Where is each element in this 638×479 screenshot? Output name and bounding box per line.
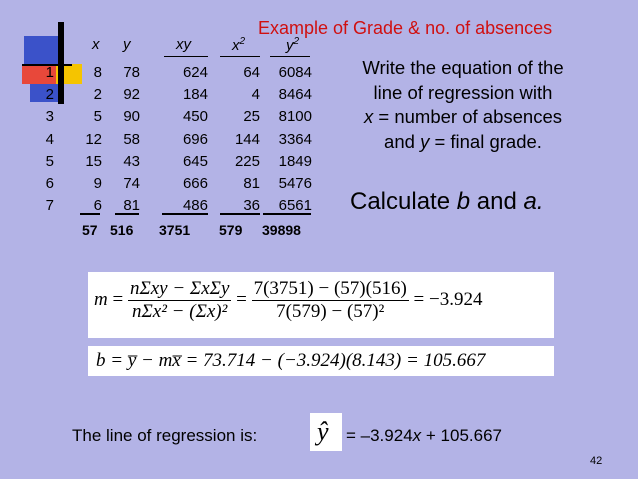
cell-x: 5 <box>93 108 102 126</box>
cell-x: 6 <box>93 197 102 215</box>
cell-y: 58 <box>123 130 140 148</box>
cell-x: 12 <box>85 130 102 148</box>
header-xy: xy <box>176 36 191 53</box>
cell-xy: 450 <box>182 108 208 126</box>
deco-square-blue <box>24 36 60 66</box>
header-x: x <box>92 36 100 53</box>
cell-x: 9 <box>93 175 102 193</box>
cell-i: 2 <box>45 86 54 104</box>
cell-i: 5 <box>45 152 54 170</box>
cell-y2: 6561 <box>278 197 312 215</box>
x-column: 8 2 5 12 15 9 6 <box>72 62 102 217</box>
cell-y: 92 <box>123 86 140 104</box>
cell-xy: 486 <box>182 197 208 215</box>
total-xy: 3751 <box>159 222 191 238</box>
header-underline-xy <box>164 56 208 57</box>
regression-label: The line of regression is: <box>72 426 258 445</box>
deco-square-blue-2 <box>30 84 58 102</box>
formula-slope: m = nΣxy − ΣxΣy nΣx² − (Σx)² = 7(3751) − … <box>94 278 483 322</box>
cell-y2: 3364 <box>278 130 312 148</box>
instruction-text: Write the equation of the line of regres… <box>362 57 564 152</box>
cell-x: 2 <box>93 86 102 104</box>
cell-xy: 666 <box>182 175 208 193</box>
yhat-symbol-box: ŷ <box>310 413 342 451</box>
yhat-symbol: ŷ <box>317 417 329 446</box>
header-underline-x2 <box>220 56 260 57</box>
xy-column: 624 184 450 696 645 666 486 <box>160 62 208 217</box>
total-y: 516 <box>110 222 134 238</box>
deco-horizontal-line <box>22 64 72 66</box>
total-line-xy <box>162 213 208 215</box>
cell-x2: 144 <box>234 130 260 148</box>
deco-square-red <box>22 66 56 84</box>
header-x2: x2 <box>232 36 246 54</box>
total-line-x2 <box>220 213 260 215</box>
cell-xy: 696 <box>182 130 208 148</box>
formula-intercept: b = y̅ − mx̅ = 73.714 − (−3.924)(8.143) … <box>96 350 486 371</box>
cell-x2: 64 <box>243 64 260 81</box>
cell-x: 15 <box>85 152 102 170</box>
formula-intercept-box: b = y̅ − mx̅ = 73.714 − (−3.924)(8.143) … <box>88 346 554 376</box>
cell-y2: 5476 <box>278 175 312 193</box>
total-y2: 39898 <box>262 222 301 238</box>
total-x2: 579 <box>219 222 243 238</box>
page-number: 42 <box>590 455 603 467</box>
cell-i: 3 <box>45 108 54 126</box>
cell-y: 43 <box>123 152 140 170</box>
y-column: 78 92 90 58 43 74 81 <box>112 62 140 217</box>
cell-y: 74 <box>123 175 140 193</box>
cell-y: 81 <box>123 197 140 215</box>
cell-y2: 8100 <box>278 108 312 126</box>
x2-column: 64 4 25 144 225 81 36 <box>218 62 260 217</box>
cell-x: 8 <box>93 64 102 81</box>
cell-xy: 624 <box>182 64 208 81</box>
total-line-y2 <box>263 213 311 215</box>
header-underline-y2 <box>270 56 310 57</box>
total-x: 57 <box>82 222 98 238</box>
deco-vertical-bar <box>58 22 64 104</box>
cell-x2: 25 <box>243 108 260 126</box>
formula-slope-box: m = nΣxy − ΣxΣy nΣx² − (Σx)² = 7(3751) − … <box>88 272 554 338</box>
cell-x2: 225 <box>234 152 260 170</box>
header-y: y <box>123 36 131 53</box>
calculate-heading: Calculate b and a. <box>350 188 544 215</box>
header-y2: y2 <box>286 36 300 54</box>
cell-y2: 1849 <box>278 152 312 170</box>
cell-i: 6 <box>45 175 54 193</box>
y2-column: 6084 8464 8100 3364 1849 5476 6561 <box>262 62 312 217</box>
cell-y: 78 <box>123 64 140 81</box>
regression-equation: = –3.924x + 105.667 <box>346 426 502 445</box>
slide-title: Example of Grade & no. of absences <box>258 18 553 38</box>
cell-y: 90 <box>123 108 140 126</box>
cell-xy: 184 <box>182 86 208 104</box>
cell-xy: 645 <box>182 152 208 170</box>
index-column: 1 2 3 4 5 6 7 <box>34 62 54 217</box>
cell-y2: 8464 <box>278 86 312 104</box>
cell-i: 7 <box>45 197 54 215</box>
cell-x2: 4 <box>251 86 260 104</box>
cell-x2: 36 <box>243 197 260 215</box>
cell-i: 4 <box>45 130 54 148</box>
cell-x2: 81 <box>243 175 260 193</box>
total-line-y <box>115 213 139 215</box>
cell-i: 1 <box>45 64 54 81</box>
total-line-x <box>80 213 100 215</box>
cell-y2: 6084 <box>278 64 312 81</box>
